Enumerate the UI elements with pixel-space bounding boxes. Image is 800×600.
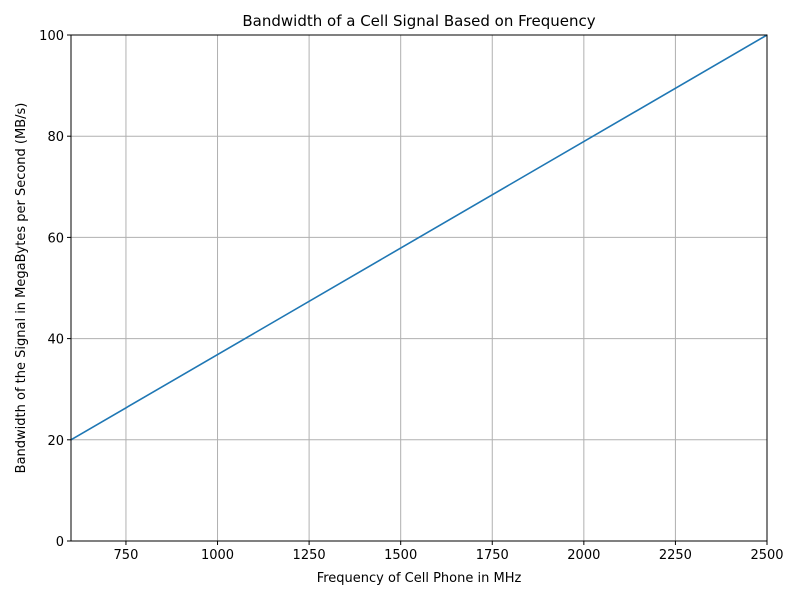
x-tick-label: 1000 <box>201 548 234 563</box>
x-tick-label: 1750 <box>476 548 509 563</box>
series-layer <box>70 34 768 441</box>
plot-frame <box>70 34 768 542</box>
y-tick-label: 100 <box>39 29 64 44</box>
y-tick-label: 80 <box>47 130 64 145</box>
x-tick-label: 2000 <box>567 548 600 563</box>
x-axis-label: Frequency of Cell Phone in MHz <box>317 571 522 586</box>
y-tick-label: 0 <box>56 535 64 550</box>
y-tick-label: 40 <box>47 333 64 348</box>
y-tick-label: 20 <box>47 434 64 449</box>
series-line <box>70 34 768 441</box>
y-axis-label: Bandwidth of the Signal in MegaBytes per… <box>14 103 29 474</box>
x-axis-ticks: 750 1000 1250 1500 1750 2000 2250 2500 <box>114 541 784 563</box>
x-tick-label: 2500 <box>750 548 783 563</box>
x-tick-label: 2250 <box>659 548 692 563</box>
y-axis-ticks: 0 20 40 60 80 100 <box>39 29 71 550</box>
x-tick-label: 1500 <box>384 548 417 563</box>
y-tick-label: 60 <box>47 231 64 246</box>
x-tick-label: 1250 <box>293 548 326 563</box>
x-tick-label: 750 <box>114 548 139 563</box>
chart-title: Bandwidth of a Cell Signal Based on Freq… <box>242 12 595 30</box>
